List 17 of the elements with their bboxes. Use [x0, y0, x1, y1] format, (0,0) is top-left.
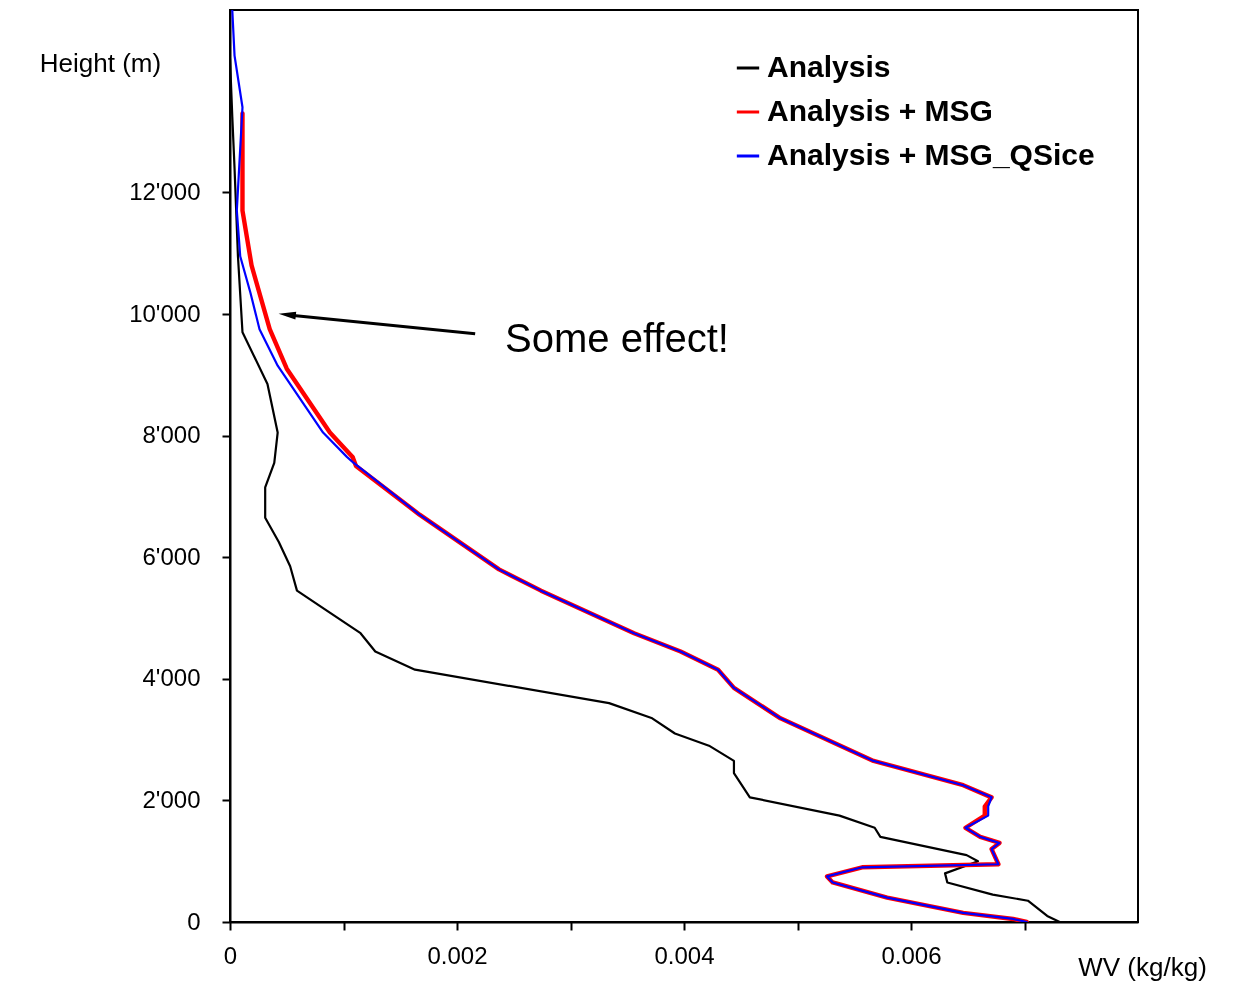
y-tick-label: 12'000: [129, 177, 201, 205]
y-tick-label: 10'000: [129, 299, 201, 327]
legend-label: Analysis + MSG_QSice: [767, 138, 1095, 171]
legend-label: Analysis: [767, 50, 891, 83]
x-tick-label: 0.006: [881, 941, 942, 969]
y-tick-label: 2'000: [142, 785, 201, 813]
y-tick-label: 6'000: [142, 542, 201, 570]
y-tick-label: 4'000: [142, 664, 201, 692]
x-tick-label: 0.004: [654, 941, 715, 969]
x-tick-label: 0: [223, 941, 238, 969]
y-tick-label: 8'000: [142, 421, 201, 449]
y-tick-label: 0: [187, 907, 201, 935]
legend-label: Analysis + MSG: [767, 94, 993, 127]
x-axis-title: WV (kg/kg): [1078, 951, 1207, 982]
x-tick-label: 0.002: [427, 941, 488, 969]
annotation: Some effect!: [505, 316, 729, 361]
y-axis-title: Height (m): [39, 47, 162, 78]
